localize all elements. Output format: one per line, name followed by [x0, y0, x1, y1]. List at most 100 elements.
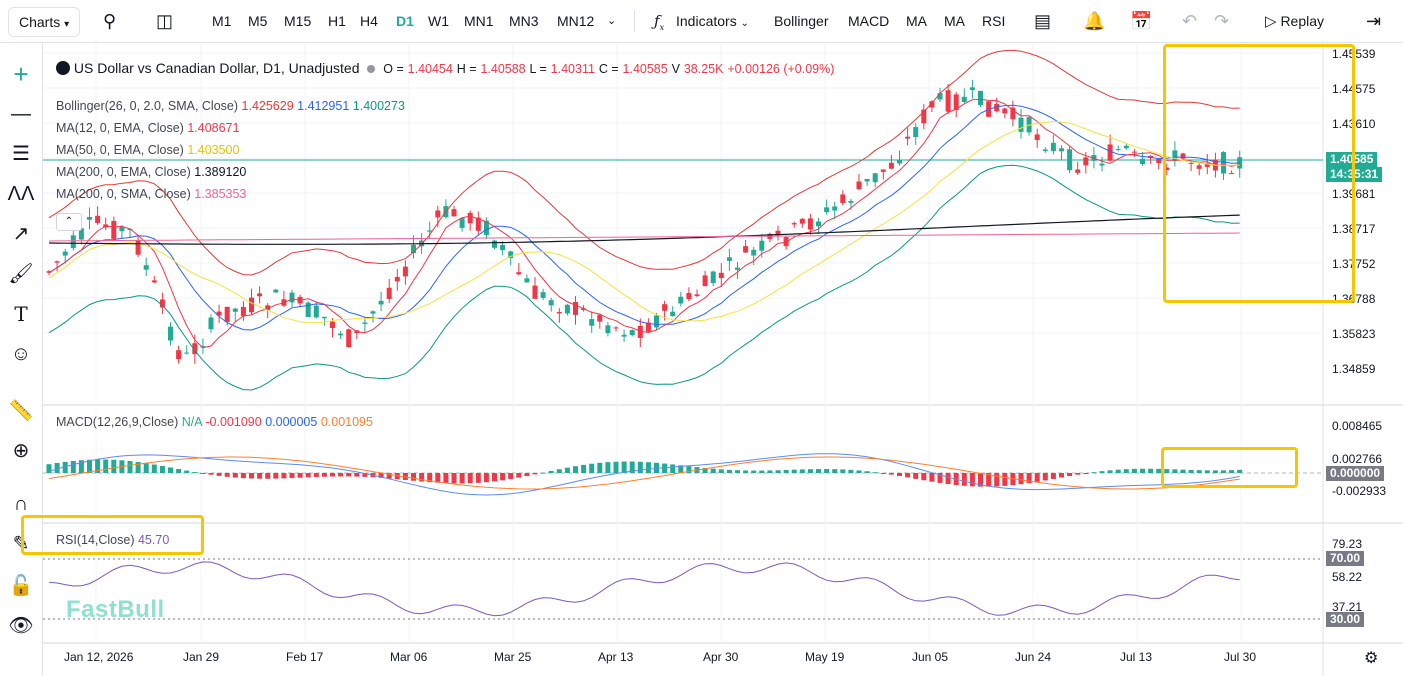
candle-body [629, 330, 635, 336]
draw-mode-icon[interactable]: ✎ [12, 533, 30, 555]
candle-type-icon[interactable]: ◫ [156, 11, 174, 31]
fib-lines-icon[interactable]: ☰ [12, 143, 30, 165]
ma12-legend[interactable]: MA(12, 0, EMA, Close) 1.408671 [56, 121, 239, 135]
candle-body [694, 294, 700, 297]
redo-icon[interactable]: ↷ [1214, 11, 1230, 31]
macd-histogram-bar [411, 473, 416, 481]
more-timeframes-chevron-icon[interactable]: ⌄ [607, 15, 617, 27]
alert-add-icon[interactable]: 🔔 [1083, 11, 1106, 31]
macd-histogram-bar [743, 470, 749, 473]
quick-macd[interactable]: MACD [848, 13, 890, 29]
ma200sma-legend[interactable]: MA(200, 0, SMA, Close) 1.385353 [56, 187, 246, 201]
quick-rsi[interactable]: RSI [982, 13, 1006, 29]
macd-histogram-bar [362, 473, 368, 477]
macd-histogram-bar [921, 473, 927, 481]
chart-settings-gear-icon[interactable]: ⚙ [1364, 650, 1379, 667]
eye-icon[interactable]: 👁 [8, 615, 34, 637]
macd-legend[interactable]: MACD(12,26,9,Close) N/A -0.001090 0.0000… [56, 415, 373, 429]
macd-histogram-bar [435, 473, 441, 483]
replay-button[interactable]: ▷ Replay [1265, 0, 1324, 42]
tf-h4[interactable]: H4 [360, 13, 378, 29]
candle-body [475, 217, 481, 231]
lock-icon[interactable]: 🔓 [8, 575, 34, 597]
macd-histogram-bar [662, 463, 668, 473]
macd-histogram-bar [273, 473, 279, 479]
search-icon[interactable]: ⚲ [103, 11, 117, 31]
brush-icon[interactable]: 🖌 [8, 263, 34, 285]
tf-mn1[interactable]: MN1 [464, 13, 494, 29]
candle-body [937, 93, 943, 100]
candle-body [540, 292, 546, 298]
candle-body [1229, 173, 1235, 175]
ma12-label: MA(12, 0, EMA, Close) [56, 121, 184, 135]
template-icon[interactable]: ▤ [1034, 11, 1052, 31]
pattern-icon[interactable]: ΛΛ [7, 183, 35, 205]
collapse-legend-button[interactable]: ⌃ [56, 213, 82, 231]
candle-body [548, 300, 554, 306]
crosshair-icon[interactable]: + [13, 59, 29, 89]
magnet-icon[interactable]: ∩ [13, 493, 29, 515]
indicators-button[interactable]: Indicators ⌄ [676, 0, 749, 42]
macd-histogram-bar [686, 466, 692, 473]
undo-icon[interactable]: ↶ [1182, 11, 1198, 31]
ma50-legend[interactable]: MA(50, 0, EMA, Close) 1.403500 [56, 143, 239, 157]
candle-body [378, 300, 384, 305]
macd-histogram-bar [589, 463, 595, 473]
macd-histogram-bar [637, 461, 643, 473]
macd-histogram-bar [508, 473, 514, 480]
tf-w1[interactable]: W1 [428, 13, 449, 29]
candle-body [338, 333, 344, 336]
candle-body [483, 220, 489, 236]
candle-body [184, 352, 190, 354]
tf-mn12[interactable]: MN12 [557, 13, 595, 29]
macd-histogram-bar [564, 467, 570, 473]
rsi-legend[interactable]: RSI(14,Close) 45.70 [56, 533, 169, 547]
tf-d1[interactable]: D1 [396, 13, 414, 29]
candle-body [1059, 148, 1064, 152]
macd-histogram-bar [880, 473, 886, 474]
tf-h1[interactable]: H1 [328, 13, 346, 29]
quick-bollinger[interactable]: Bollinger [774, 13, 829, 29]
candle-body [670, 311, 676, 317]
macd-histogram-bar [670, 464, 676, 473]
macd-histogram-bar [929, 473, 935, 482]
ma50-value: 1.403500 [187, 143, 240, 157]
fullscreen-icon[interactable]: ⇥ [1366, 11, 1382, 31]
chart-area[interactable] [43, 43, 1403, 676]
calendar-icon[interactable]: 📅 [1130, 11, 1153, 31]
charts-dropdown[interactable]: Charts ▾ [8, 7, 81, 37]
macd-histogram-bar [70, 460, 76, 473]
candle-body [200, 346, 206, 348]
quick-ma-2[interactable]: MA [944, 13, 965, 29]
text-tool-icon[interactable]: T [14, 302, 28, 326]
bollinger-legend[interactable]: Bollinger(26, 0, 2.0, SMA, Close) 1.4256… [56, 99, 405, 113]
tf-m15[interactable]: M15 [284, 13, 312, 29]
emoji-icon[interactable]: ☺ [10, 343, 32, 365]
candle-body [524, 278, 530, 283]
quick-ma-1[interactable]: MA [906, 13, 927, 29]
ma200-sma-line [48, 232, 1240, 242]
macd-histogram-bar [1172, 469, 1178, 473]
macd-histogram-bar [1107, 470, 1113, 473]
symbol-title: US Dollar vs Canadian Dollar, D1, Unadju… [73, 60, 360, 76]
ma12-value: 1.408671 [187, 121, 240, 135]
macd-histogram-bar [597, 462, 603, 473]
candle-body [969, 87, 975, 91]
ruler-icon[interactable]: 📏 [8, 400, 34, 422]
candle-body [257, 293, 263, 297]
zoom-in-icon[interactable]: ⊕ [12, 440, 30, 462]
date-tick: Jun 05 [912, 650, 949, 664]
highlight-box-rsi-legend [21, 515, 204, 555]
candle-body [224, 306, 230, 322]
tf-m1[interactable]: M1 [212, 13, 232, 29]
candle-body [1172, 150, 1178, 162]
macd-histogram-bar [807, 469, 813, 473]
tf-m5[interactable]: M5 [248, 13, 268, 29]
horizontal-line-icon[interactable]: — [11, 103, 31, 125]
tf-mn3[interactable]: MN3 [509, 13, 539, 29]
macd-histogram-bar [718, 469, 724, 473]
ma200ema-legend[interactable]: MA(200, 0, EMA, Close) 1.389120 [56, 165, 246, 179]
trend-tools-icon[interactable]: ↗ [12, 223, 30, 245]
date-tick: Apr 30 [703, 650, 739, 664]
date-tick: Jul 13 [1120, 650, 1153, 664]
